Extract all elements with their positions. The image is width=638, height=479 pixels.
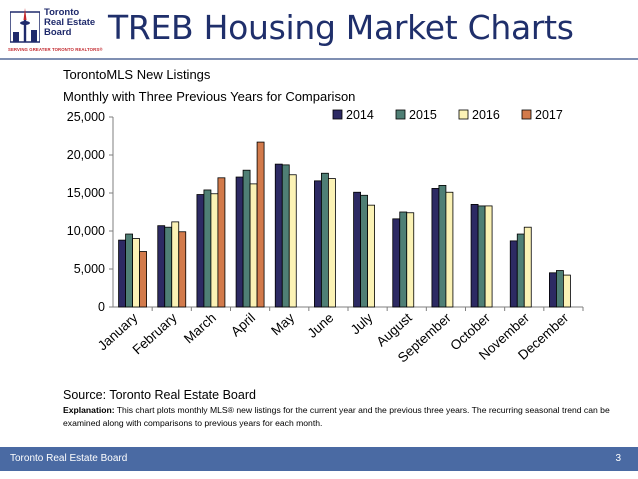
bar-2014-september [431, 188, 440, 308]
logo-tagline: SERVING GREATER TORONTO REALTORS® [8, 47, 103, 52]
bar-2015-december [556, 270, 564, 308]
bar-2015-february [164, 226, 173, 308]
bar-2016-march [210, 193, 219, 308]
y-tick-label: 10,000 [67, 224, 105, 238]
logo-line-1: Toronto [44, 7, 80, 18]
bar-2014-may [274, 163, 283, 308]
bar-2014-june [314, 180, 322, 308]
x-tick-label-may: May [268, 310, 297, 338]
footer-bar: Toronto Real Estate Board 3 [0, 447, 638, 471]
chart-explanation: Explanation: This chart plots monthly ML… [63, 404, 623, 430]
bar-2016-october [484, 205, 493, 308]
bar-2014-october [470, 203, 479, 308]
chart-bars [118, 141, 571, 308]
x-tick-label-june: June [305, 310, 337, 341]
bar-2015-november [516, 233, 525, 308]
bar-2016-september [445, 191, 454, 308]
bar-2014-december [549, 272, 557, 308]
chart-title: TorontoMLS New Listings [63, 67, 211, 82]
bar-2016-november [523, 226, 532, 308]
explanation-label: Explanation: [63, 405, 115, 415]
bar-2016-may [288, 174, 297, 308]
treb-logo: Toronto Real Estate Board SERVING GREATE… [8, 6, 103, 56]
bar-2014-april [235, 176, 244, 308]
chart-subtitle: Monthly with Three Previous Years for Co… [63, 89, 355, 104]
bar-2015-may [281, 164, 290, 308]
bar-2015-august [399, 211, 408, 308]
x-tick-label-july: July [348, 310, 376, 337]
title-divider [0, 58, 638, 60]
bar-2016-december [563, 274, 571, 308]
legend-label-2017: 2017 [535, 108, 563, 122]
chart-legend: 2014 2015 2016 2017 [332, 108, 563, 122]
legend-label-2015: 2015 [409, 108, 437, 122]
bar-2016-april [249, 183, 258, 308]
bar-2016-july [367, 204, 375, 308]
bar-2014-july [353, 191, 361, 308]
legend-swatch-2016 [458, 109, 469, 120]
bar-2015-october [477, 205, 486, 308]
footer-org: Toronto Real Estate Board [10, 453, 128, 464]
bar-2015-july [360, 194, 368, 308]
chart-source: Source: Toronto Real Estate Board [63, 388, 256, 402]
bar-2014-january [118, 239, 126, 308]
listings-bar-chart: TorontoMLS New Listings Monthly with Thr… [63, 67, 584, 366]
bar-2014-february [157, 225, 166, 308]
y-tick-label: 20,000 [67, 148, 105, 162]
page-number: 3 [615, 453, 621, 464]
y-tick-label: 25,000 [67, 110, 105, 124]
bar-2016-january [132, 238, 140, 308]
y-tick-label: 5,000 [74, 262, 105, 276]
y-tick-label: 0 [98, 300, 105, 314]
explanation-text: This chart plots monthly MLS® new listin… [63, 405, 610, 428]
legend-label-2014: 2014 [346, 108, 374, 122]
bar-2014-march [196, 194, 205, 308]
legend-swatch-2014 [332, 109, 343, 120]
x-tick-label-february: February [130, 310, 180, 357]
logo-line-3: Board [44, 27, 72, 38]
y-tick-label: 15,000 [67, 186, 105, 200]
bar-2016-august [406, 212, 415, 308]
bar-2015-march [203, 189, 212, 308]
bar-2017-march [217, 177, 226, 308]
chart-axes: 0 5,000 10,000 15,000 20,000 25,000 [67, 110, 584, 314]
page-title: TREB Housing Market Charts [108, 8, 574, 47]
bar-2016-february [171, 221, 180, 308]
cn-tower-logo-icon [10, 8, 40, 43]
bar-2017-february [178, 231, 187, 308]
bar-2015-january [125, 233, 133, 308]
x-tick-label-april: April [228, 310, 258, 339]
bar-2015-september [438, 184, 447, 308]
logo-org-name: Toronto Real Estate Board [44, 8, 102, 38]
bar-2016-june [328, 178, 336, 308]
legend-label-2016: 2016 [472, 108, 500, 122]
legend-swatch-2015 [395, 109, 406, 120]
legend-swatch-2017 [521, 109, 532, 120]
x-tick-label-march: March [181, 310, 219, 346]
bar-2015-june [321, 172, 329, 308]
bar-2014-august [392, 218, 401, 308]
bar-2017-april [256, 141, 265, 308]
bar-2015-april [242, 169, 251, 308]
bar-2017-january [139, 251, 147, 308]
logo-line-2: Real Estate [44, 17, 96, 28]
bar-2014-november [509, 240, 518, 308]
